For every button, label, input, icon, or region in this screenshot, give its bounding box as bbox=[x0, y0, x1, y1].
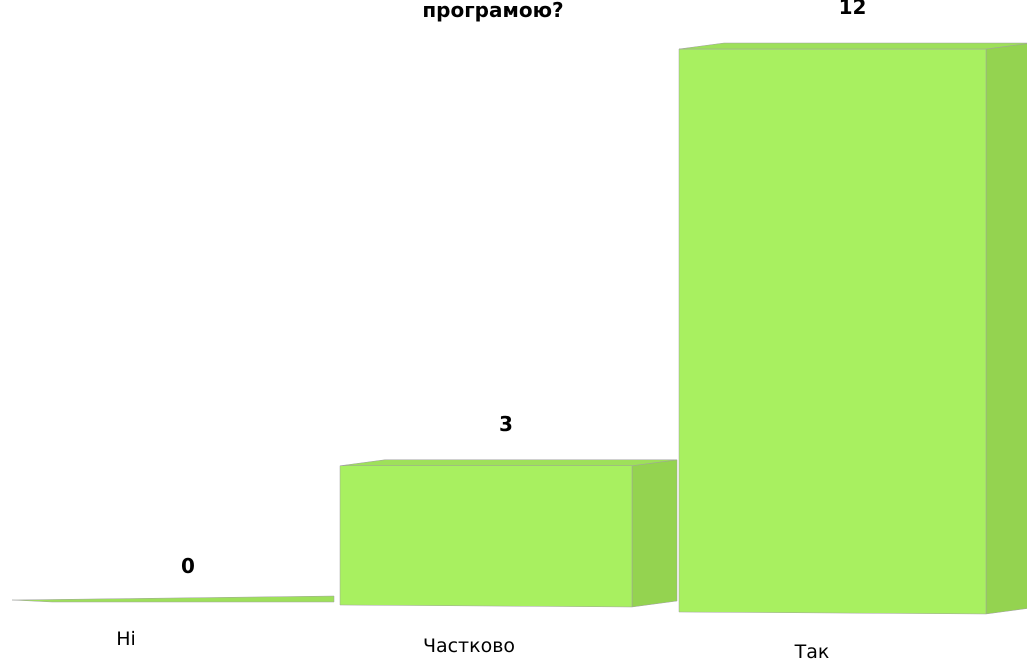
bar-1 bbox=[11, 595, 335, 603]
bar-2 bbox=[339, 459, 678, 608]
bars-group bbox=[11, 42, 1027, 615]
bar-3 bbox=[678, 42, 1027, 615]
bar-side bbox=[985, 43, 1027, 615]
value-label: 3 bbox=[499, 412, 513, 436]
bar-side bbox=[631, 459, 678, 608]
labels-group: 0 Ні 3 Частково 12 Так bbox=[116, 0, 867, 663]
bar-top bbox=[678, 42, 1027, 50]
category-label: Так bbox=[794, 641, 830, 662]
bar-zero-slab bbox=[11, 595, 335, 603]
value-label: 0 bbox=[181, 554, 195, 578]
bar-top bbox=[339, 459, 678, 466]
category-label: Частково bbox=[423, 635, 515, 657]
category-label: Ні bbox=[116, 628, 136, 650]
bar-front bbox=[678, 48, 987, 615]
value-label: 12 bbox=[839, 0, 867, 19]
chart-title: програмою? bbox=[422, 0, 563, 22]
bar-front bbox=[339, 465, 633, 608]
